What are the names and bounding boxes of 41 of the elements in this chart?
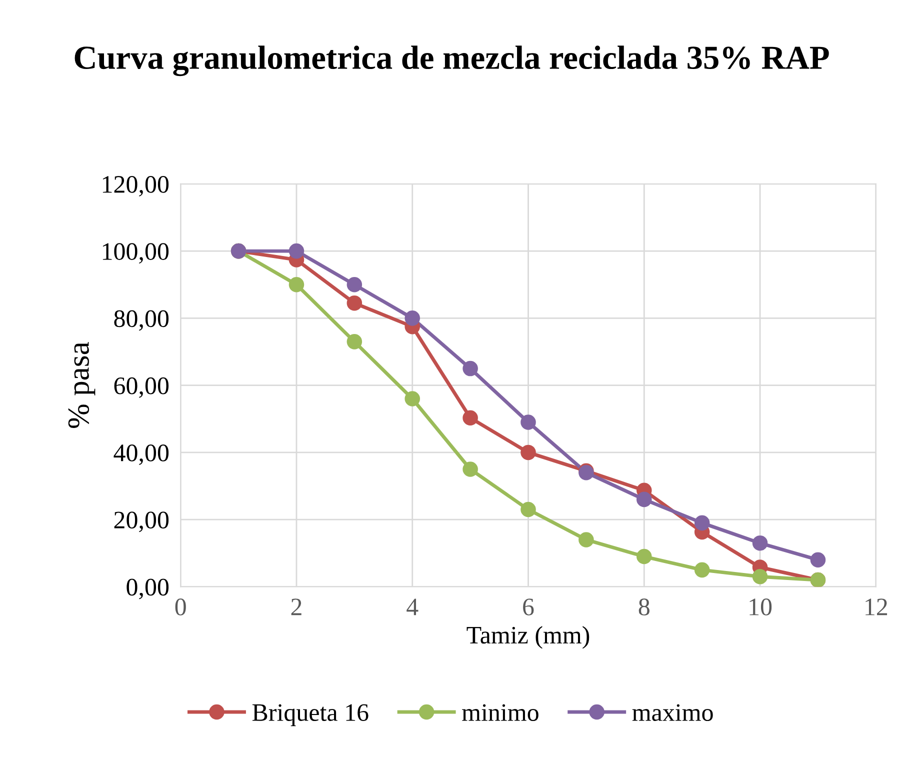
point	[520, 444, 536, 460]
x-tick-label: 6	[523, 598, 534, 616]
legend-label: maximo	[632, 704, 713, 722]
point	[462, 462, 478, 477]
y-tick-label: 0,00	[126, 578, 169, 600]
point	[346, 276, 362, 292]
x-tick-label: 2	[291, 598, 302, 616]
point	[288, 243, 304, 259]
point	[752, 569, 768, 584]
point	[694, 562, 710, 578]
x-tick-label: 10	[750, 598, 772, 616]
point	[288, 276, 304, 292]
y-tick-label: 100,00	[102, 243, 169, 264]
x-tick-label: 8	[638, 598, 650, 616]
point	[462, 410, 478, 426]
x-tick-label: 4	[406, 598, 418, 616]
y-tick-label: 80,00	[114, 310, 169, 331]
x-tick-label: 12	[866, 598, 888, 616]
point	[520, 502, 536, 518]
point	[694, 515, 710, 531]
legend-label: Briqueta 16	[252, 704, 368, 726]
point	[520, 414, 536, 430]
y-tick-label: 40,00	[114, 444, 169, 465]
y-tick-label: 20,00	[114, 512, 169, 532]
legend-label: minimo	[462, 704, 538, 722]
point	[346, 295, 362, 311]
y-axis-title: % pasa	[68, 342, 96, 428]
point	[462, 360, 478, 376]
point	[578, 532, 594, 548]
point	[636, 548, 652, 564]
chart-title: Curva granulometrica de mezcla reciclada 35% RAP	[74, 46, 829, 76]
point	[752, 535, 768, 551]
point	[404, 310, 420, 326]
point	[404, 391, 420, 406]
y-tick-label: 60,00	[114, 377, 169, 398]
x-axis-title: Tamiz (mm)	[466, 626, 590, 649]
point	[810, 552, 826, 568]
point	[346, 334, 362, 350]
point	[636, 492, 652, 508]
x-tick-label: 0	[175, 598, 186, 616]
y-tick-label: 120,00	[102, 176, 169, 196]
